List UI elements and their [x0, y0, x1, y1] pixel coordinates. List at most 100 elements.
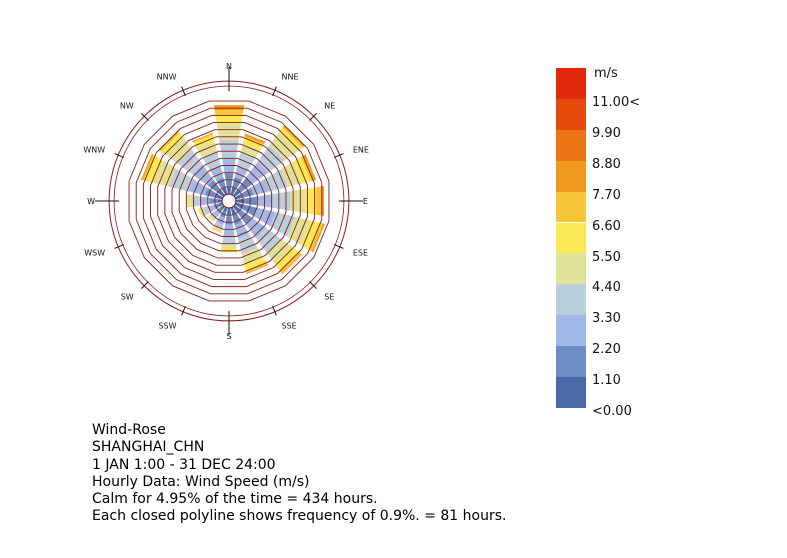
legend-swatch-9: [556, 346, 586, 377]
caption-line-data: Hourly Data: Wind Speed (m/s): [92, 473, 310, 490]
wind-rose-chart: N NNE NE ENE E ESE SE SSE S SSW SW WSW W WNW NW NNW: [83, 62, 369, 341]
petal-n-bin-3: [219, 139, 239, 159]
petal-s-bin-3: [222, 236, 236, 245]
frequency-ring-5: [185, 157, 273, 245]
petal-nne-bin-4: [240, 142, 261, 160]
frequency-ring-10: [150, 122, 308, 280]
petal-ene-bin-4: [280, 161, 303, 187]
direction-label-wsw: WSW: [84, 249, 105, 258]
petal-e-bin-0: [235, 198, 244, 204]
petal-n-bin-1: [224, 173, 234, 188]
direction-label-nnw: NNW: [157, 72, 177, 81]
frequency-ring-4: [193, 165, 265, 237]
petal-w-bin-1: [209, 197, 218, 205]
compass-ticks: [95, 67, 363, 335]
petal-wsw-bin-0: [218, 202, 224, 207]
petal-wsw-bin-3: [202, 206, 210, 216]
petal-n-bin-0: [226, 187, 232, 195]
legend-label-5: 5.50: [592, 249, 621, 265]
direction-label-e: E: [363, 197, 368, 206]
chart-caption: Wind-Rose SHANGHAI_CHN 1 JAN 1:00 - 31 D…: [92, 422, 506, 526]
petal-wnw-bin-5: [144, 155, 163, 183]
petal-ene-bin-5: [293, 157, 311, 184]
petal-ssw-bin-5: [212, 227, 222, 233]
petal-ese-bin-7: [311, 223, 325, 253]
frequency-ring-11: [142, 114, 316, 288]
frequency-ring-13: [128, 100, 330, 302]
petal-nnw-bin-7: [192, 132, 213, 142]
calm-circle: [221, 193, 237, 209]
direction-label-w: W: [87, 197, 95, 206]
direction-label-se: SE: [324, 292, 334, 301]
direction-label-ne: NE: [324, 102, 335, 111]
petal-sse-bin-7: [246, 264, 269, 275]
petal-se-bin-3: [255, 227, 282, 254]
petal-ene-bin-7: [303, 154, 317, 181]
legend-label-4: 6.60: [592, 218, 621, 234]
caption-line-location: SHANGHAI_CHN: [92, 439, 205, 456]
petal-nne-bin-0: [230, 187, 237, 196]
petal-se-bin-2: [245, 217, 267, 239]
legend-label-2: 8.80: [592, 156, 621, 172]
tick-wnw: [114, 153, 124, 158]
petal-ene-bin-0: [234, 193, 243, 200]
petal-nw-bin-0: [218, 190, 225, 197]
petal-s-bin-0: [226, 207, 232, 215]
petal-ese-bin-4: [287, 217, 312, 246]
petal-se-bin-1: [236, 208, 252, 224]
petal-wnw-bin-7: [140, 153, 154, 181]
petal-wnw-bin-6: [142, 154, 156, 181]
tick-ssw: [181, 306, 186, 316]
petal-ne-bin-0: [233, 190, 240, 197]
legend-label-6: 4.40: [592, 280, 621, 296]
caption-line-period: 1 JAN 1:00 - 31 DEC 24:00: [92, 456, 276, 473]
petal-sw-bin-1: [216, 207, 223, 214]
tick-se: [309, 281, 317, 289]
legend-swatch-7: [556, 284, 586, 316]
direction-label-ene: ENE: [353, 145, 369, 154]
direction-label-ese: ESE: [353, 249, 368, 258]
petal-ene-bin-1: [240, 187, 254, 198]
petal-nw-bin-3: [177, 149, 203, 175]
petal-ese-bin-5: [301, 220, 321, 251]
petal-ese-bin-6: [308, 222, 324, 252]
tick-sw: [141, 281, 149, 289]
caption-line-polyline: Each closed polyline shows frequency of …: [92, 508, 507, 525]
petal-ne-bin-6: [282, 126, 304, 148]
caption-line-title: Wind-Rose: [92, 422, 166, 438]
petal-s-bin-1: [225, 214, 233, 225]
tick-sse: [272, 306, 277, 316]
petal-ne-bin-5: [278, 127, 303, 152]
direction-labels: N NNE NE ENE E ESE SE SSE S SSW SW WSW W WNW NW NNW: [83, 62, 369, 341]
direction-label-sse: SSE: [281, 322, 296, 331]
petal-sw-bin-4: [208, 214, 216, 222]
petal-s-bin-2: [223, 224, 235, 237]
tick-nne: [272, 86, 277, 96]
direction-label-nne: NNE: [281, 72, 298, 81]
frequency-ring-9: [157, 129, 301, 273]
petal-sse-bin-2: [234, 222, 250, 239]
petal-se-bin-7: [281, 253, 303, 275]
petal-ne-bin-4: [269, 132, 298, 161]
legend-label-7: 3.30: [592, 311, 621, 327]
tick-nnw: [181, 86, 186, 96]
petal-sw-bin-0: [220, 205, 225, 210]
petal-ssw-bin-1: [219, 211, 227, 219]
legend-swatch-10: [556, 377, 586, 408]
petal-ese-bin-3: [270, 212, 296, 237]
frequency-ring-7: [171, 143, 287, 259]
petal-nw-bin-2: [192, 164, 214, 186]
petal-wsw-bin-5: [197, 208, 203, 218]
direction-label-sw: SW: [121, 292, 134, 301]
frequency-ring-6: [178, 150, 280, 252]
tick-ese: [334, 244, 344, 249]
tick-nw: [141, 113, 149, 121]
petal-ssw-bin-0: [222, 206, 228, 213]
petal-sse-bin-5: [244, 257, 267, 271]
legend-label-8: 2.20: [592, 342, 621, 358]
frequency-ring-8: [164, 136, 294, 266]
legend-swatch-4: [556, 191, 586, 223]
legend-label-0: 11.00<: [592, 95, 641, 110]
petal-w-bin-4: [187, 194, 193, 208]
legend-label-3: 7.70: [592, 187, 621, 203]
